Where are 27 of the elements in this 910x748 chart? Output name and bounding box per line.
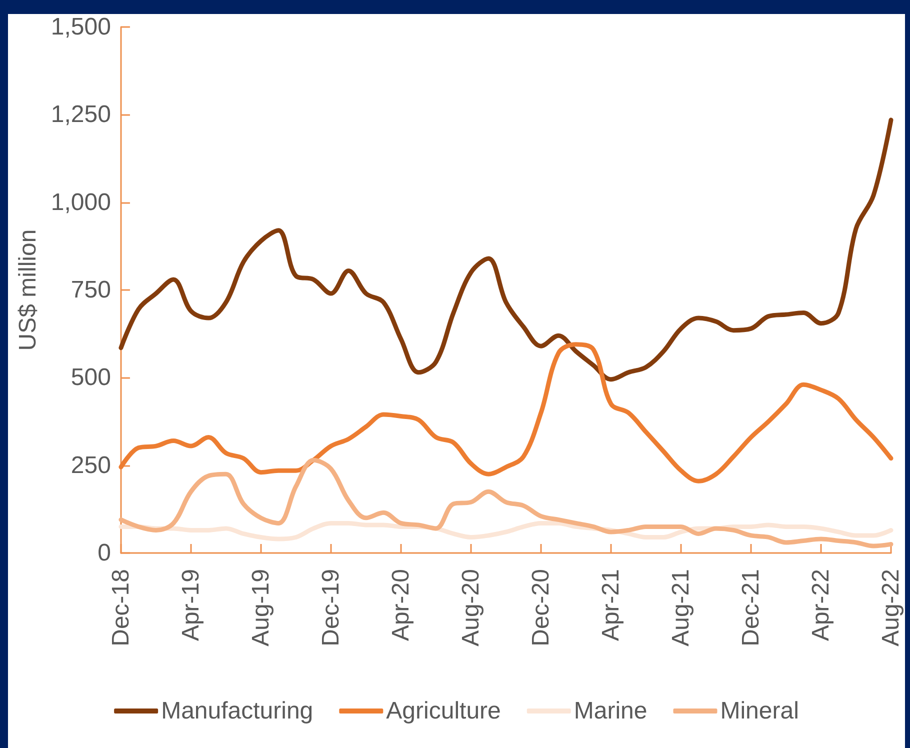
x-tick-label: Aug-21 <box>667 569 694 646</box>
line-series <box>118 458 894 548</box>
x-tick-label: Apr-21 <box>597 569 624 642</box>
line-series <box>118 342 894 484</box>
x-tick-label: Apr-19 <box>177 569 204 642</box>
y-tick-label: 500 <box>70 364 111 392</box>
line-series <box>118 118 894 382</box>
x-tick-label: Aug-19 <box>247 569 274 646</box>
x-tick-label: Dec-19 <box>317 569 344 646</box>
y-tick-label: 0 <box>98 540 111 566</box>
x-tick-label: Dec-21 <box>737 569 764 646</box>
x-tick-label: Apr-22 <box>807 569 834 642</box>
legend-label: Mineral <box>720 698 799 724</box>
x-tick-label: Dec-18 <box>107 569 134 646</box>
y-tick-label: 1,000 <box>50 188 111 216</box>
x-tick-label: Dec-20 <box>527 569 554 646</box>
y-tick-label: 1,250 <box>50 101 111 128</box>
y-tick-label: 750 <box>70 276 111 304</box>
x-tick-label: Aug-22 <box>878 569 904 646</box>
y-tick-label: 250 <box>70 452 111 479</box>
x-tick-label: Aug-20 <box>457 569 484 646</box>
x-tick-label: Apr-20 <box>387 569 414 642</box>
legend-label: Agriculture <box>386 698 501 724</box>
y-tick-label: 1,500 <box>50 14 111 40</box>
y-axis-title: US$ million <box>14 229 42 351</box>
legend-label: Manufacturing <box>161 698 314 724</box>
legend-label: Marine <box>574 698 648 724</box>
